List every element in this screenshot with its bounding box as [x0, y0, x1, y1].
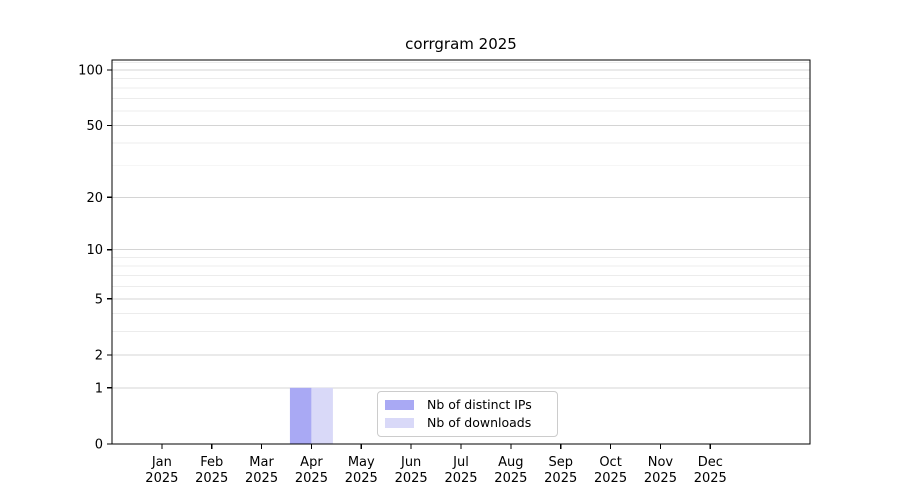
legend-swatch-downloads	[385, 418, 414, 428]
x-tick-label-year: 2025	[694, 471, 727, 486]
legend-swatch-distinct-ips	[385, 400, 414, 410]
plot-border	[111, 59, 811, 445]
y-tick-label: 2	[95, 348, 103, 363]
y-tick-label: 5	[95, 292, 103, 307]
x-tick-label-year: 2025	[594, 471, 627, 486]
x-tick-label-month: Oct	[599, 455, 621, 470]
legend-label-downloads: Nb of downloads	[427, 415, 532, 430]
x-tick-label-month: Jul	[452, 455, 469, 470]
legend-label-distinct-ips: Nb of distinct IPs	[427, 397, 532, 412]
legend: Nb of distinct IPs Nb of downloads	[377, 391, 558, 437]
x-tick-label-month: Feb	[200, 455, 223, 470]
chart-title: corrgram 2025	[405, 35, 517, 53]
x-tick-label-year: 2025	[494, 471, 527, 486]
x-tick-label-year: 2025	[245, 471, 278, 486]
x-tick-label-month: Jan	[151, 455, 172, 470]
y-tick-label: 20	[86, 191, 103, 206]
y-tick-label: 100	[78, 64, 103, 79]
y-tick-label: 0	[95, 438, 103, 453]
x-tick-label-year: 2025	[145, 471, 178, 486]
x-tick-label-month: Nov	[648, 455, 674, 470]
x-tick-label-month: Mar	[249, 455, 274, 470]
x-tick-label-year: 2025	[195, 471, 228, 486]
y-tick-label: 1	[95, 381, 103, 396]
x-tick-label-month: Apr	[300, 455, 323, 470]
x-tick-label-month: Sep	[548, 455, 573, 470]
x-tick-label-month: Aug	[498, 455, 523, 470]
x-tick-label-year: 2025	[644, 471, 677, 486]
x-tick-label-year: 2025	[544, 471, 577, 486]
x-tick-label-month: Jun	[400, 455, 421, 470]
x-tick-label-month: May	[348, 455, 375, 470]
x-tick-label-year: 2025	[345, 471, 378, 486]
x-tick-label-month: Dec	[698, 455, 723, 470]
x-tick-label-year: 2025	[444, 471, 477, 486]
x-tick-label-year: 2025	[395, 471, 428, 486]
legend-item-downloads: Nb of downloads	[385, 415, 549, 431]
bar-nb-of-distinct-ips-apr-2025	[289, 387, 312, 444]
bar-nb-of-downloads-apr-2025	[311, 387, 333, 444]
legend-item-distinct-ips: Nb of distinct IPs	[385, 397, 549, 413]
y-tick-label: 50	[86, 119, 103, 134]
x-tick-label-year: 2025	[295, 471, 328, 486]
y-tick-label: 10	[86, 243, 103, 258]
